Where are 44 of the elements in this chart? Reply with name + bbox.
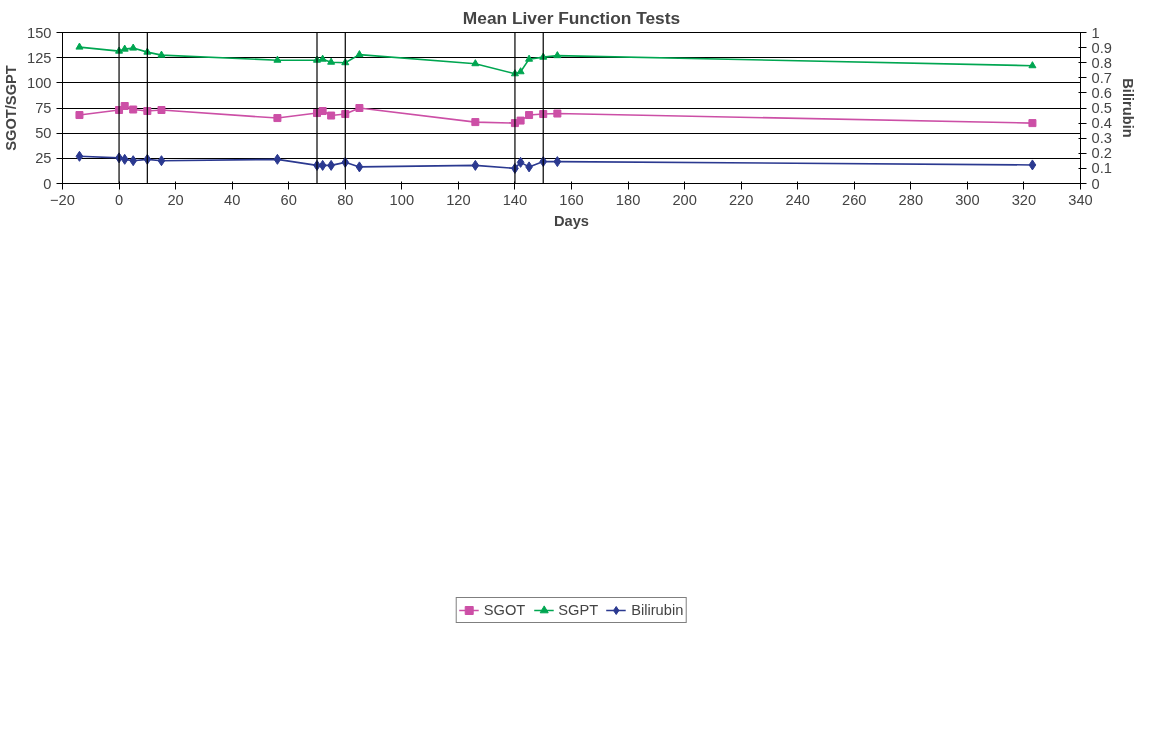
y2-tick-label: 0.8 bbox=[1091, 54, 1112, 71]
x-tick-label: 300 bbox=[955, 191, 980, 208]
y2-tick-label: 1 bbox=[1091, 24, 1100, 41]
x-tick-label: 160 bbox=[559, 191, 584, 208]
y-tick-label: 75 bbox=[35, 100, 52, 116]
x-tick-label: −20 bbox=[50, 191, 75, 208]
y2-axis-title: Bilirubin bbox=[1119, 78, 1136, 138]
y2-tick-label: 0.7 bbox=[1091, 69, 1112, 86]
y2-tick-label: 0.4 bbox=[1091, 115, 1112, 132]
x-axis-title: Days bbox=[553, 212, 590, 229]
y2-tick-label: 0.1 bbox=[1091, 160, 1112, 177]
x-tick-label: 180 bbox=[615, 191, 641, 208]
x-tick-label: 60 bbox=[280, 191, 297, 208]
x-tick-label: 220 bbox=[728, 191, 754, 208]
x-tick-label: 340 bbox=[1068, 191, 1093, 208]
x-tick-label: 280 bbox=[898, 191, 924, 208]
y2-tick-label: 0 bbox=[1091, 175, 1100, 192]
y2-tick-label: 0.2 bbox=[1091, 145, 1112, 162]
y2-tick-label: 0.5 bbox=[1091, 100, 1112, 116]
x-tick-label: 100 bbox=[389, 191, 415, 208]
y-tick-label: 125 bbox=[27, 49, 52, 66]
x-tick-label: 140 bbox=[502, 191, 528, 208]
x-tick-label: 260 bbox=[842, 191, 867, 208]
y-tick-label: 150 bbox=[27, 24, 52, 41]
legend-label: SGPT bbox=[558, 602, 599, 618]
x-tick-label: 0 bbox=[114, 191, 124, 208]
y-tick-label: 100 bbox=[27, 74, 52, 91]
x-tick-label: 80 bbox=[337, 191, 354, 208]
x-tick-label: 320 bbox=[1011, 191, 1037, 208]
y-tick-label: 50 bbox=[35, 125, 52, 142]
y2-tick-label: 0.9 bbox=[1091, 39, 1112, 56]
y2-tick-label: 0.3 bbox=[1091, 130, 1112, 147]
y2-tick-label: 0.6 bbox=[1091, 84, 1112, 101]
x-tick-label: 20 bbox=[167, 191, 184, 208]
chart-title: Mean Liver Function Tests bbox=[462, 7, 681, 28]
y-axis-title: SGOT/SGPT bbox=[3, 65, 20, 151]
y-tick-label: 25 bbox=[35, 150, 52, 167]
x-tick-label: 200 bbox=[672, 191, 697, 208]
y-tick-label: 0 bbox=[43, 175, 52, 192]
x-tick-label: 40 bbox=[224, 191, 241, 208]
x-tick-label: 240 bbox=[785, 191, 810, 208]
x-tick-label: 120 bbox=[446, 191, 471, 208]
legend-label: SGOT bbox=[483, 602, 526, 618]
legend-label: Bilirubin bbox=[631, 602, 684, 618]
